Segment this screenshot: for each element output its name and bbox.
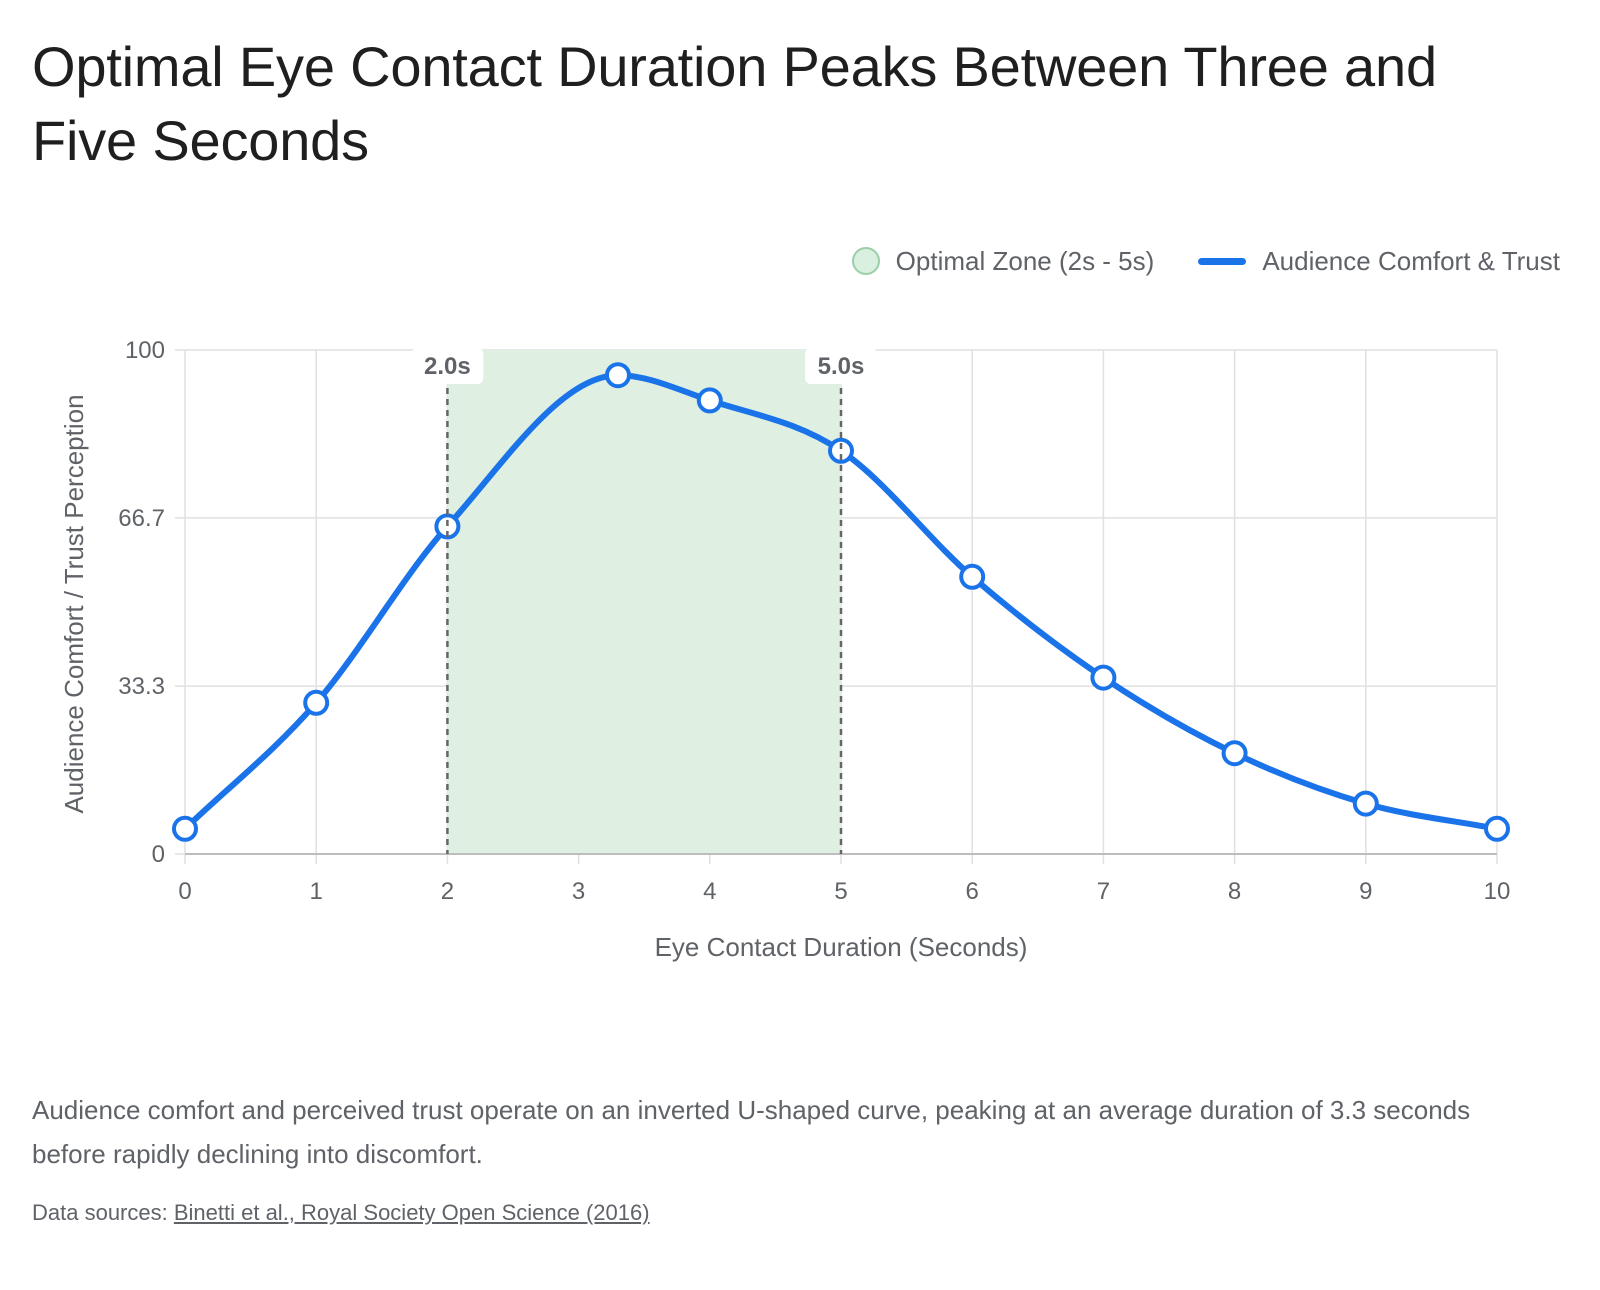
point-layer	[172, 362, 1510, 842]
y-tick-label: 33.3	[118, 673, 165, 700]
x-tick-label: 6	[966, 878, 979, 905]
data-source: Data sources: Binetti et al., Royal Soci…	[32, 1200, 650, 1226]
data-point	[696, 387, 723, 414]
legend-swatch-optimal-zone	[851, 247, 880, 275]
data-point	[172, 815, 198, 842]
data-point	[434, 513, 461, 540]
annotation-label-bg	[805, 348, 877, 384]
chart-legend: Optimal Zone (2s - 5s) Audience Comfort …	[851, 243, 1560, 279]
source-link[interactable]: Binetti et al., Royal Society Open Scien…	[173, 1200, 650, 1225]
chart-title: Optimal Eye Contact Duration Peaks Betwe…	[32, 35, 1437, 172]
chart-caption: Audience comfort and perceived trust ope…	[32, 1095, 1471, 1169]
x-tick-label: 10	[1484, 878, 1511, 905]
data-point	[828, 437, 854, 464]
x-tick-label: 8	[1228, 878, 1241, 905]
source-prefix: Data sources:	[32, 1200, 168, 1225]
y-tick-label: 66.7	[118, 505, 165, 532]
annotation-label: 5.0s	[818, 353, 865, 380]
data-point	[1090, 664, 1117, 691]
zone-layer	[447, 350, 841, 854]
annotation-layer: 2.0s 5.0s	[411, 348, 877, 854]
y-tick-label: 100	[125, 337, 165, 364]
data-point	[1352, 790, 1379, 817]
x-tick-label: 2	[441, 878, 454, 905]
x-tick-label: 7	[1097, 878, 1110, 905]
x-axis-title: Eye Contact Duration (Seconds)	[655, 932, 1028, 962]
annotation-label: 2.0s	[424, 353, 471, 380]
data-point	[1484, 815, 1510, 842]
x-tick-label: 5	[834, 878, 847, 905]
y-tick-label: 0	[152, 841, 165, 868]
optimal-zone-band	[447, 350, 841, 854]
x-tick-label: 0	[178, 878, 191, 905]
legend-swatch-comfort-trust	[1198, 257, 1247, 265]
x-tick-label: 1	[310, 878, 323, 905]
data-point	[1221, 740, 1248, 767]
data-point	[604, 362, 631, 389]
x-tick-label: 9	[1359, 878, 1372, 905]
legend-label-optimal-zone: Optimal Zone (2s - 5s)	[895, 245, 1155, 276]
legend-item-comfort-trust[interactable]: Audience Comfort & Trust	[1198, 246, 1560, 277]
x-tick-label: 3	[572, 878, 585, 905]
legend-label-comfort-trust: Audience Comfort & Trust	[1262, 245, 1560, 276]
x-tick-label: 4	[703, 878, 716, 905]
legend-item-optimal-zone[interactable]: Optimal Zone (2s - 5s)	[851, 245, 1155, 277]
data-point	[959, 563, 986, 590]
annotation-label-bg	[411, 348, 484, 384]
data-point	[303, 689, 330, 716]
y-axis-title: Audience Comfort / Trust Perception	[59, 394, 89, 813]
